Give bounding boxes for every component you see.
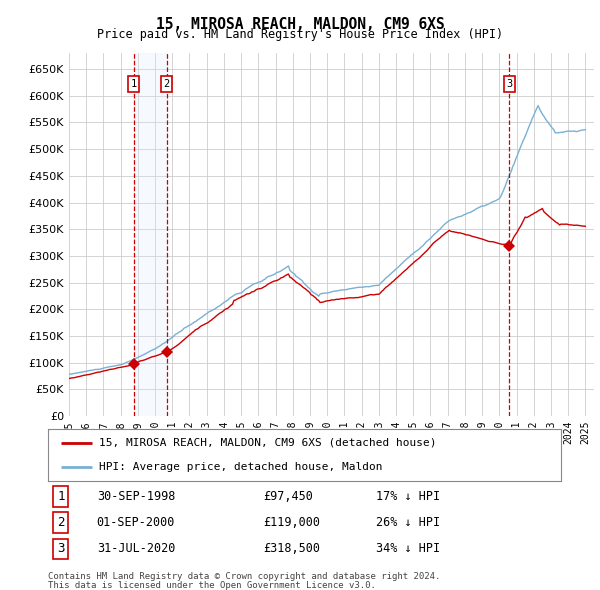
Text: 3: 3 — [57, 542, 65, 555]
Text: 34% ↓ HPI: 34% ↓ HPI — [376, 542, 440, 555]
Text: £119,000: £119,000 — [263, 516, 320, 529]
Text: 26% ↓ HPI: 26% ↓ HPI — [376, 516, 440, 529]
Text: HPI: Average price, detached house, Maldon: HPI: Average price, detached house, Mald… — [100, 462, 383, 472]
Text: 1: 1 — [130, 79, 137, 89]
Text: £97,450: £97,450 — [263, 490, 313, 503]
Text: £318,500: £318,500 — [263, 542, 320, 555]
Text: 17% ↓ HPI: 17% ↓ HPI — [376, 490, 440, 503]
Text: 15, MIROSA REACH, MALDON, CM9 6XS: 15, MIROSA REACH, MALDON, CM9 6XS — [155, 17, 445, 31]
Text: Price paid vs. HM Land Registry's House Price Index (HPI): Price paid vs. HM Land Registry's House … — [97, 28, 503, 41]
Text: Contains HM Land Registry data © Crown copyright and database right 2024.: Contains HM Land Registry data © Crown c… — [48, 572, 440, 581]
Text: 1: 1 — [57, 490, 65, 503]
Text: 30-SEP-1998: 30-SEP-1998 — [97, 490, 175, 503]
Text: 2: 2 — [163, 79, 170, 89]
Text: This data is licensed under the Open Government Licence v3.0.: This data is licensed under the Open Gov… — [48, 581, 376, 590]
Text: 15, MIROSA REACH, MALDON, CM9 6XS (detached house): 15, MIROSA REACH, MALDON, CM9 6XS (detac… — [100, 438, 437, 448]
Bar — [134, 53, 167, 416]
Text: 01-SEP-2000: 01-SEP-2000 — [97, 516, 175, 529]
Text: 3: 3 — [506, 79, 512, 89]
Text: 2: 2 — [57, 516, 65, 529]
Text: 31-JUL-2020: 31-JUL-2020 — [97, 542, 175, 555]
